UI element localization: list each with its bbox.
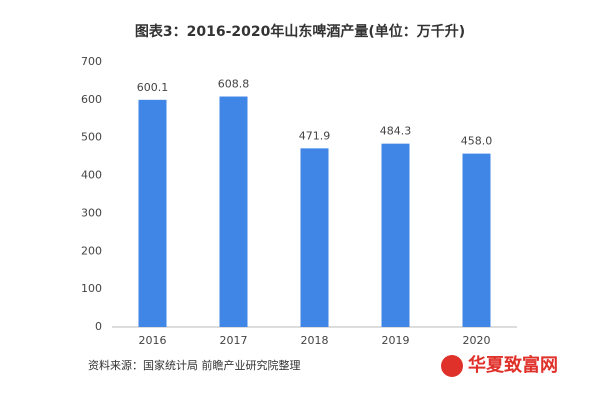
- value-label: 458.0: [461, 135, 493, 148]
- y-tick-label: 400: [81, 169, 102, 182]
- y-tick-label: 700: [81, 55, 102, 68]
- bar: [138, 99, 167, 328]
- value-label: 600.1: [137, 81, 169, 94]
- x-tick-label: 2016: [139, 334, 167, 347]
- bar: [219, 96, 248, 327]
- bar: [300, 148, 329, 327]
- chart-title: 图表3：2016-2020年山东啤酒产量(单位：万千升): [135, 23, 465, 40]
- y-tick-label: 300: [81, 206, 102, 219]
- y-tick-label: 0: [95, 320, 102, 333]
- x-tick-label: 2018: [301, 334, 329, 347]
- y-tick-label: 600: [81, 93, 102, 106]
- x-tick-label: 2019: [382, 334, 410, 347]
- value-label: 484.3: [380, 125, 412, 138]
- source: 资料来源：国家统计局 前瞻产业研究院整理: [88, 358, 301, 372]
- bar: [462, 153, 491, 327]
- logo-text: 华夏致富网: [468, 354, 558, 376]
- logo-icon: [441, 355, 463, 377]
- y-tick-label: 200: [81, 244, 102, 257]
- y-tick-label: 500: [81, 131, 102, 144]
- x-tick-label: 2020: [463, 334, 491, 347]
- value-label: 608.8: [218, 78, 250, 91]
- bar: [381, 143, 410, 327]
- x-tick-label: 2017: [220, 334, 248, 347]
- y-tick-label: 100: [81, 282, 102, 295]
- value-label: 471.9: [299, 129, 331, 142]
